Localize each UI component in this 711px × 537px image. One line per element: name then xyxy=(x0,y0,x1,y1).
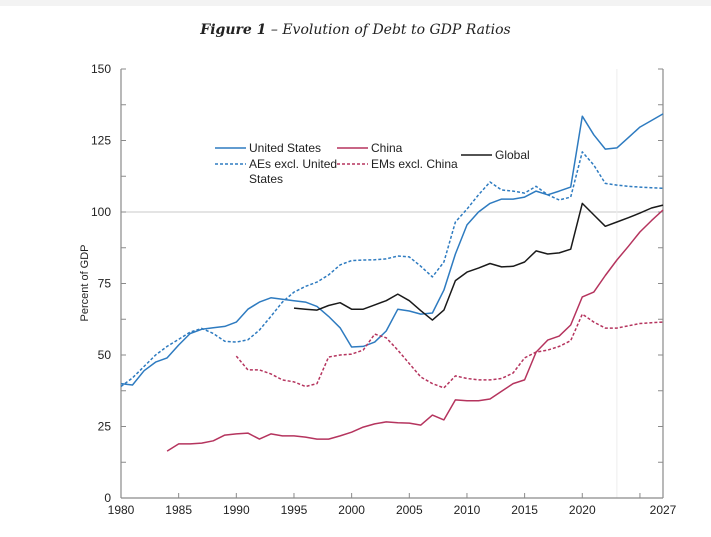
x-tick-label: 1980 xyxy=(108,503,135,517)
figure-title: Figure 1 – Evolution of Debt to GDP Rati… xyxy=(0,22,711,38)
legend-label: States xyxy=(249,172,283,186)
x-tick-label: 2005 xyxy=(396,503,423,517)
y-tick-label: 150 xyxy=(91,62,111,76)
x-tick-label: 2015 xyxy=(511,503,538,517)
series-line-global xyxy=(293,202,664,321)
y-axis-title: Percent of GDP xyxy=(79,244,91,321)
series-layer xyxy=(120,113,664,452)
x-tick-label: 1985 xyxy=(165,503,192,517)
legend-label: Global xyxy=(495,148,530,162)
x-tick-label: 1995 xyxy=(281,503,308,517)
y-tick-label: 75 xyxy=(98,277,112,291)
series-line-china xyxy=(166,209,664,452)
axes-layer: 0 25 50 75 100 125 150 1980 1985 1990 1995 2000 2005… xyxy=(91,62,677,517)
x-tick-label: 2010 xyxy=(454,503,481,517)
legend-label: China xyxy=(371,141,403,155)
y-tick-label: 25 xyxy=(98,420,112,434)
series-line-united-states xyxy=(120,113,664,386)
x-tick-label: 2000 xyxy=(338,503,365,517)
legend-label: United States xyxy=(249,141,321,155)
figure-separator: – xyxy=(270,22,278,38)
y-tick-label: 50 xyxy=(98,348,112,362)
figure-label: Figure 1 xyxy=(200,22,267,38)
series-line-aes-excl-united-states xyxy=(120,151,664,388)
top-bar xyxy=(0,0,711,6)
legend-label: EMs excl. China xyxy=(371,157,458,171)
figure-caption: Evolution of Debt to GDP Ratios xyxy=(282,22,511,38)
y-tick-label: 100 xyxy=(91,205,111,219)
series-line-ems-excl-china xyxy=(235,313,664,389)
grid-layer xyxy=(121,69,663,498)
x-tick-label: 2027 xyxy=(650,503,677,517)
x-tick-label: 2020 xyxy=(569,503,596,517)
x-tick-label: 1990 xyxy=(223,503,250,517)
y-tick-label: 0 xyxy=(104,491,111,505)
y-tick-label: 125 xyxy=(91,134,111,148)
legend-label: AEs excl. United xyxy=(249,157,337,171)
